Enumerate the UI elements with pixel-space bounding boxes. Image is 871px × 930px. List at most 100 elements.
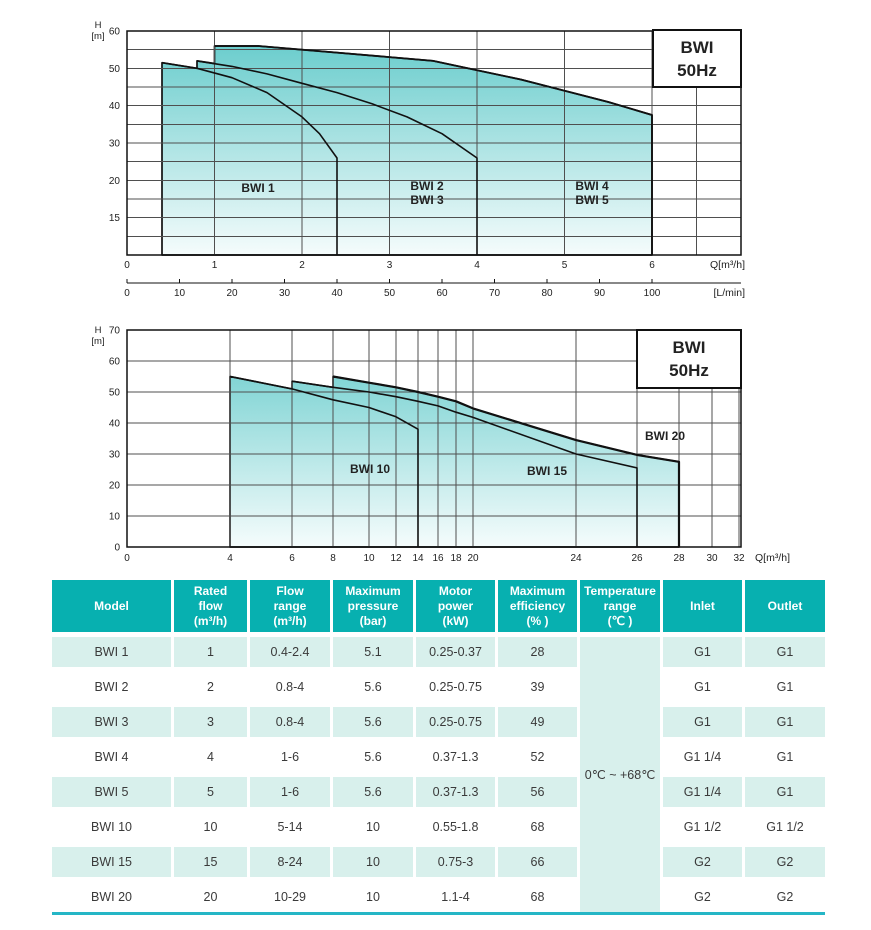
model-cell: BWI 5 <box>52 777 171 807</box>
pump-spec-table: Model Rated flow (m³/h) Flow range (m³/h) M… <box>52 580 825 912</box>
x-tick-label: 8 <box>330 553 336 564</box>
table-cell: 0.55-1.8 <box>432 820 479 834</box>
table-cell: 1-6 <box>280 750 300 764</box>
y-tick-label: 0 <box>114 543 120 554</box>
plot-border <box>126 30 742 256</box>
operating-area-fill <box>161 45 653 256</box>
header-cell: Maximum pressure (bar) <box>333 580 413 632</box>
table-cell: G2 <box>694 890 711 904</box>
model-cell: BWI 1 <box>52 637 171 667</box>
second-axis-tick-label: 20 <box>226 288 238 299</box>
second-axis-tick-label: 60 <box>436 288 448 299</box>
second-axis-unit-label: [L/min] <box>713 287 745 299</box>
y-tick-label: 20 <box>109 176 121 187</box>
table-cell: 52 <box>530 750 545 764</box>
table-cell: 10-29 <box>274 890 306 904</box>
header-cell: Temperature range (℃ ) <box>580 580 660 632</box>
y-axis-title: H <box>95 325 102 336</box>
pump-curve <box>196 60 478 255</box>
table-cell: 66 <box>498 847 577 877</box>
y-axis-title: [m] <box>91 336 104 347</box>
y-tick-label: 10 <box>109 512 121 523</box>
table-cell: 10 <box>203 820 218 834</box>
y-tick-label: 40 <box>109 419 121 430</box>
table-cell: 1 <box>174 637 247 667</box>
table-cell: 1-6 <box>250 777 330 807</box>
table-cell: 56 <box>498 777 577 807</box>
table-cell: 0.8-4 <box>250 707 330 737</box>
y-tick-label: 30 <box>109 450 121 461</box>
y-tick-label: 60 <box>109 357 121 368</box>
table-cell: 3 <box>174 707 247 737</box>
x-tick-label: 16 <box>432 553 444 564</box>
title-badge-box <box>652 29 742 88</box>
second-axis-tick-label: 70 <box>489 288 501 299</box>
y-tick-label: 20 <box>109 481 121 492</box>
pump-curve <box>291 380 638 547</box>
table-cell: 68 <box>530 820 545 834</box>
table-cell: 5.6 <box>364 680 382 694</box>
table-cell: 0.25-0.75 <box>416 707 495 737</box>
table-cell: 5-14 <box>277 820 303 834</box>
x-tick-label: 28 <box>673 553 685 564</box>
x-tick-label: 12 <box>390 553 402 564</box>
y-tick-label: 40 <box>109 101 121 112</box>
table-cell: 20 <box>203 890 218 904</box>
pump-curve <box>214 45 653 255</box>
model-cell: BWI 4 <box>94 750 129 764</box>
x-axis-unit-label: Q[m³/h] <box>755 552 790 564</box>
header-cell: Maximum efficiency (% ) <box>498 580 577 632</box>
head-flow-chart-bwi1-5: 60 50 40 30 20 15 H[m] 0 1 2 3 4 5 6 Q[m³/h] 0 10 20 30 40 5… <box>91 20 745 299</box>
model-cell: BWI 20 <box>91 890 132 904</box>
table-cell: G1 1/4 <box>683 750 722 764</box>
table-cell: 0.8-4 <box>275 680 305 694</box>
table-cell: 5.6 <box>333 707 413 737</box>
second-axis-tick-label: 40 <box>331 288 343 299</box>
table-cell: 5.6 <box>333 777 413 807</box>
header-cell: Motor power (kW) <box>416 580 495 632</box>
curve-region-label: BWI 20 <box>645 429 685 443</box>
head-flow-chart-bwi10-20: 70 60 50 40 30 20 10 0 H[m] 0 4 6 8 10 12 14 16 18 20 24 26 2… <box>91 325 790 564</box>
table-cell: 10 <box>366 820 380 834</box>
table-cell: 0.37-1.3 <box>432 750 479 764</box>
curve-region-label: BWI 15 <box>527 464 567 478</box>
curve-region-label: BWI 1 <box>241 181 275 195</box>
second-axis-tick-label: 30 <box>279 288 291 299</box>
table-cell: G1 1/2 <box>766 820 804 834</box>
table-bottom-accent-line <box>52 912 825 915</box>
header-cell: Model <box>52 580 171 632</box>
badge-frequency: 50Hz <box>677 61 717 80</box>
x-tick-label: 14 <box>412 553 424 564</box>
header-cell: Rated flow (m³/h) <box>174 580 247 632</box>
curve-region-label: BWI 10 <box>350 462 390 476</box>
x-tick-label: 26 <box>631 553 643 564</box>
y-tick-label: 50 <box>109 388 121 399</box>
table-cell: 5.1 <box>333 637 413 667</box>
x-tick-label: 32 <box>733 553 745 564</box>
x-tick-label: 2 <box>299 260 305 271</box>
x-tick-label: 0 <box>124 260 130 271</box>
table-cell: 0.25-0.75 <box>429 680 482 694</box>
x-tick-label: 0 <box>124 553 130 564</box>
table-cell: G1 <box>745 777 825 807</box>
pump-curve <box>229 375 419 547</box>
table-cell: G1 <box>745 707 825 737</box>
table-cell: 0.75-3 <box>416 847 495 877</box>
curve-region-label: BWI 4 <box>575 179 609 193</box>
table-cell: 5 <box>174 777 247 807</box>
table-cell: 8-24 <box>250 847 330 877</box>
table-cell: 4 <box>207 750 214 764</box>
table-cell: G1 <box>663 707 742 737</box>
second-axis-tick-label: 90 <box>594 288 606 299</box>
table-cell: 49 <box>498 707 577 737</box>
pump-curve <box>161 61 338 255</box>
table-cell: G2 <box>776 890 794 904</box>
table-cell: 15 <box>174 847 247 877</box>
table-cell: G1 <box>776 750 794 764</box>
title-badge-box <box>636 329 742 389</box>
x-tick-label: 3 <box>387 260 393 271</box>
header-cell: Outlet <box>745 580 825 632</box>
x-tick-label: 6 <box>649 260 655 271</box>
table-cell: G2 <box>663 847 742 877</box>
